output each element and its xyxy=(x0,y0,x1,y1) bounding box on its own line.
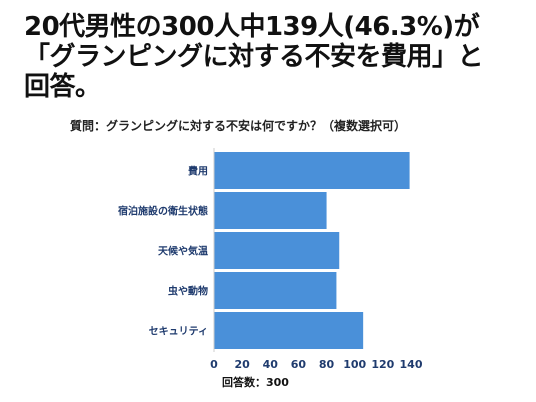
bar-1 xyxy=(214,192,327,229)
x-tick-0: 0 xyxy=(210,358,218,371)
category-label-2: 天候や気温 xyxy=(158,245,208,258)
headline-line-3: 回答。 xyxy=(24,72,101,102)
category-label-3: 虫や動物 xyxy=(168,285,208,298)
headline-line-1: 20代男性の300人中139人(46.3%)が xyxy=(24,12,480,42)
bar-2 xyxy=(214,232,340,269)
bars-group xyxy=(214,152,410,349)
headline-line-2: 「グランピングに対する不安を費用」と xyxy=(24,42,484,72)
category-label-0: 費用 xyxy=(188,165,208,178)
category-label-1: 宿泊施設の衛生状態 xyxy=(118,205,208,218)
response-count-label: 回答数：300 xyxy=(222,375,289,389)
x-tick-1: 20 xyxy=(234,358,250,371)
chart-title: 質問：グランピングに対する不安は何ですか？（複数選択可） xyxy=(70,119,407,133)
x-tick-3: 60 xyxy=(291,358,307,371)
x-tick-2: 40 xyxy=(263,358,279,371)
x-tick-5: 100 xyxy=(343,358,366,371)
headline: 20代男性の300人中139人(46.3%)が 「グランピングに対する不安を費用… xyxy=(24,12,524,102)
x-tick-labels: 0 20 40 60 80 100 120 140 xyxy=(210,358,423,371)
bar-3 xyxy=(214,272,337,309)
bar-0 xyxy=(214,152,410,189)
bar-4 xyxy=(214,312,364,349)
category-label-4: セキュリティ xyxy=(149,326,208,338)
x-tick-6: 120 xyxy=(371,358,394,371)
x-tick-7: 140 xyxy=(400,358,423,371)
x-tick-4: 80 xyxy=(319,358,335,371)
